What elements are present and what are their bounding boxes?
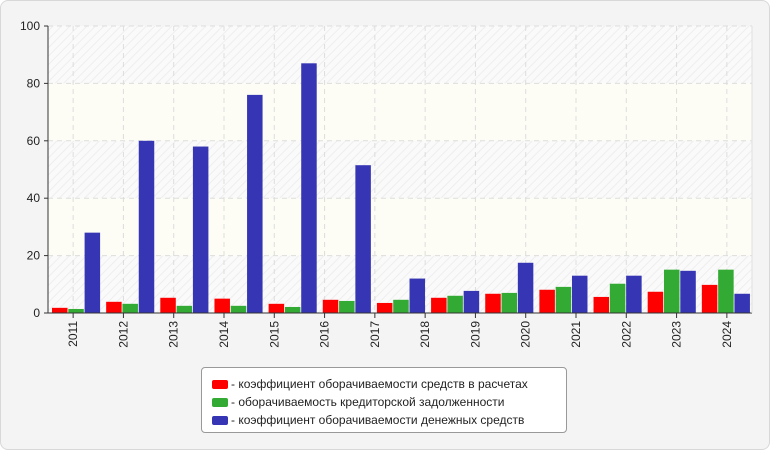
y-tick-label: 40 [27, 191, 41, 205]
bar-red [593, 296, 610, 313]
bar-blue [355, 165, 371, 313]
bar-green [339, 300, 355, 313]
y-tick-label: 80 [27, 76, 41, 90]
bar-green [230, 305, 247, 313]
bar-red [52, 307, 68, 313]
bar-green [501, 292, 518, 313]
x-tick-label: 2022 [619, 321, 633, 348]
bar-green [447, 295, 463, 313]
bar-red [268, 303, 285, 313]
bar-green [609, 283, 626, 313]
bar-blue [517, 262, 534, 313]
bar-blue [192, 146, 209, 313]
bar-blue [84, 232, 101, 313]
bar-blue [301, 63, 317, 314]
bar-blue [680, 270, 696, 313]
bar-green [176, 305, 193, 313]
x-tick-label: 2020 [519, 321, 533, 348]
bar-green [393, 299, 409, 313]
bar-red [106, 301, 122, 313]
y-tick-label: 60 [27, 134, 41, 148]
legend-swatch-green [212, 397, 228, 407]
y-tick-label: 100 [20, 19, 40, 33]
x-tick-label: 2015 [267, 321, 281, 348]
x-tick-label: 2014 [217, 321, 231, 348]
plot-band [48, 83, 752, 141]
x-tick-label: 2019 [468, 321, 482, 348]
bar-red [322, 299, 339, 313]
bar-blue [409, 278, 426, 313]
y-tick-label: 20 [27, 249, 41, 263]
bar-blue [734, 293, 750, 313]
x-tick-label: 2017 [368, 321, 382, 348]
bar-blue [138, 140, 155, 313]
bar-blue [626, 275, 642, 313]
bar-red [647, 291, 664, 313]
y-tick-label: 0 [33, 306, 40, 320]
bar-green [68, 308, 84, 313]
x-tick-label: 2018 [418, 321, 432, 348]
bar-red [160, 297, 176, 313]
legend-swatch-red [212, 379, 228, 389]
legend-item-2: - коэффициент оборачиваемости денежных с… [212, 411, 566, 429]
bar-red [701, 284, 718, 313]
legend-swatch-blue [212, 415, 228, 425]
x-tick-label: 2011 [66, 321, 80, 347]
bar-red [376, 302, 393, 313]
bar-blue [247, 94, 263, 313]
legend-item-1: - оборачиваемость кредиторской задолженн… [212, 393, 566, 411]
x-tick-label: 2021 [569, 321, 583, 348]
plot-background [48, 26, 752, 313]
x-tick-label: 2023 [670, 321, 684, 348]
plot-band [48, 198, 752, 256]
bar-red [214, 298, 230, 313]
bar-green [122, 303, 138, 313]
legend-label: - оборачиваемость кредиторской задолженн… [231, 395, 505, 409]
bar-blue [463, 290, 480, 313]
bar-green [718, 269, 734, 313]
legend-label: - коэффициент оборачиваемости средств в … [231, 377, 528, 391]
bar-green [284, 306, 301, 313]
x-tick-label: 2016 [318, 321, 332, 348]
x-tick-label: 2024 [720, 321, 734, 348]
x-tick-label: 2012 [116, 321, 130, 348]
bar-blue [571, 275, 588, 313]
legend: - коэффициент оборачиваемости средств в … [201, 367, 567, 433]
legend-label: - коэффициент оборачиваемости денежных с… [231, 413, 525, 427]
legend-item-0: - коэффициент оборачиваемости средств в … [212, 375, 566, 393]
bar-green [663, 269, 680, 313]
bar-red [485, 293, 501, 313]
bar-red [431, 297, 447, 313]
x-tick-label: 2013 [167, 321, 181, 348]
bar-red [539, 289, 555, 313]
bar-green [555, 286, 572, 313]
